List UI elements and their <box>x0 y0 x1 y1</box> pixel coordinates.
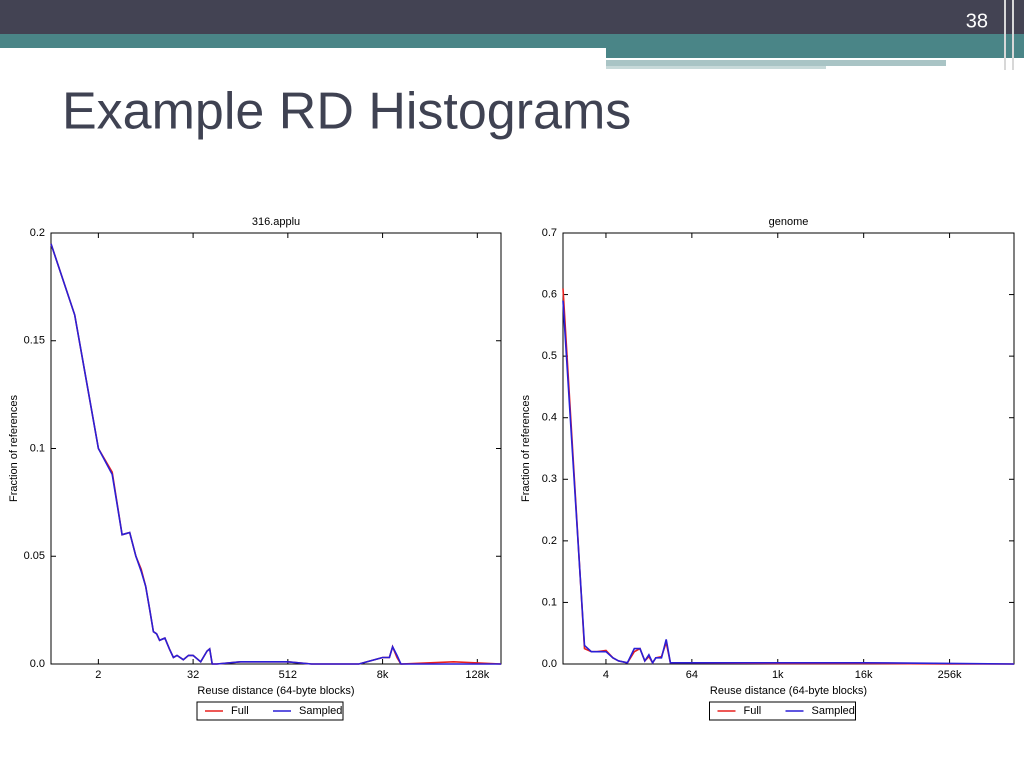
plot-frame <box>50 232 502 665</box>
page-number: 38 <box>966 10 988 32</box>
x-axis-label: Reuse distance (64-byte blocks) <box>710 685 867 697</box>
x-tick-label: 16k <box>855 669 873 681</box>
legend-box <box>709 701 856 721</box>
x-axis-label: Reuse distance (64-byte blocks) <box>197 685 354 697</box>
plot-frame <box>562 232 1015 665</box>
accent-line <box>606 66 826 69</box>
slide-title: Example RD Histograms <box>62 83 631 141</box>
chart-title: 316.applu <box>252 216 300 228</box>
x-tick-label: 256k <box>938 669 962 681</box>
accent-line <box>606 60 946 66</box>
y-tick-label: 0.1 <box>30 442 45 454</box>
legend-box <box>196 701 344 721</box>
x-tick-label: 32 <box>187 669 199 681</box>
accent-line <box>1004 0 1006 70</box>
y-tick-label: 0.05 <box>24 550 45 562</box>
x-tick-label: 1k <box>772 669 784 681</box>
y-tick-label: 0.7 <box>542 227 557 239</box>
legend-label: Full <box>744 705 762 717</box>
y-tick-label: 0.0 <box>542 658 557 670</box>
x-tick-label: 128k <box>465 669 489 681</box>
y-tick-label: 0.5 <box>542 350 557 362</box>
y-tick-label: 0.3 <box>542 473 557 485</box>
y-tick-label: 0.0 <box>30 658 45 670</box>
y-tick-label: 0.4 <box>542 412 557 424</box>
legend-label: Full <box>231 705 249 717</box>
y-axis-label: Fraction of references <box>8 395 20 502</box>
legend-label: Sampled <box>812 705 855 717</box>
series-line <box>562 288 1014 665</box>
y-tick-label: 0.2 <box>30 227 45 239</box>
x-tick-label: 4 <box>603 669 609 681</box>
series-line <box>50 243 501 665</box>
x-tick-label: 512 <box>279 669 297 681</box>
accent-band <box>606 48 1024 58</box>
x-tick-label: 2 <box>95 669 101 681</box>
header-band <box>0 0 1024 34</box>
accent-band <box>0 34 1024 48</box>
y-axis-label: Fraction of references <box>520 395 532 502</box>
series-line <box>50 243 502 665</box>
y-tick-label: 0.15 <box>24 335 45 347</box>
series-line <box>562 300 1015 665</box>
y-tick-label: 0.1 <box>542 596 557 608</box>
legend-label: Sampled <box>299 705 342 717</box>
y-tick-label: 0.6 <box>542 288 557 300</box>
x-tick-label: 64 <box>686 669 698 681</box>
accent-line <box>1012 0 1014 70</box>
y-tick-label: 0.2 <box>542 535 557 547</box>
chart-title: genome <box>769 216 809 228</box>
x-tick-label: 8k <box>377 669 389 681</box>
